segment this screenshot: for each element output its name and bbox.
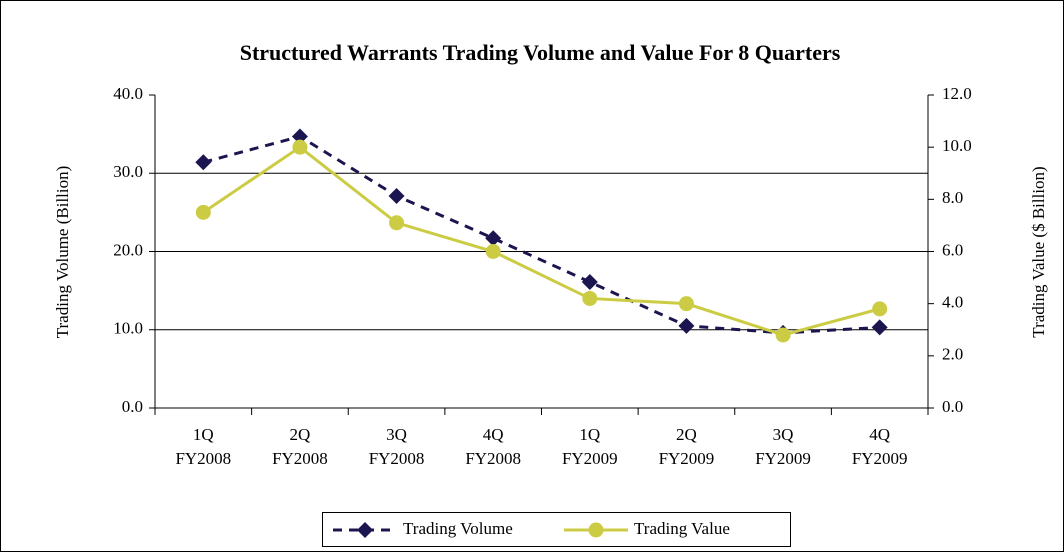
x-tick-label: 3Q — [386, 425, 407, 444]
x-tick-label: FY2008 — [369, 449, 425, 468]
marker — [388, 187, 405, 204]
y2-tick-label: 10.0 — [942, 136, 972, 155]
y-tick-label: 10.0 — [113, 319, 143, 338]
y2-tick-label: 8.0 — [942, 188, 963, 207]
y-axis-label: Trading Volume (Billion) — [53, 166, 72, 339]
x-tick-label: 3Q — [773, 425, 794, 444]
x-tick-label: 4Q — [869, 425, 890, 444]
legend-marker — [588, 522, 604, 538]
y-tick-label: 20.0 — [113, 240, 143, 259]
marker — [582, 290, 598, 306]
legend-marker — [357, 522, 373, 538]
y2-axis-label: Trading Value ($ Billion) — [1029, 166, 1048, 337]
y-tick-label: 40.0 — [113, 84, 143, 103]
line — [202, 145, 881, 337]
marker — [485, 244, 501, 259]
legend-label: Trading Volume — [403, 519, 513, 538]
marker — [485, 230, 502, 247]
marker — [389, 215, 405, 231]
x-tick-label: FY2009 — [852, 449, 908, 468]
x-tick-label: FY2009 — [562, 449, 618, 468]
x-tick-label: FY2008 — [175, 449, 231, 468]
y-tick-label: 30.0 — [113, 162, 143, 181]
legend-box — [322, 512, 791, 547]
legend-label: Trading Value — [634, 519, 730, 538]
marker — [291, 128, 308, 145]
x-tick-label: 4Q — [483, 425, 504, 444]
marker — [871, 319, 888, 336]
y2-tick-label: 4.0 — [942, 293, 963, 312]
marker — [872, 301, 888, 317]
x-tick-label: FY2008 — [465, 449, 521, 468]
y2-tick-label: 0.0 — [942, 397, 963, 416]
marker — [292, 139, 308, 155]
x-tick-label: FY2008 — [272, 449, 328, 468]
x-tick-label: 2Q — [676, 425, 697, 444]
marker — [678, 317, 695, 334]
y-tick-label: 0.0 — [122, 397, 143, 416]
marker — [775, 327, 791, 343]
x-tick-label: 1Q — [193, 425, 214, 444]
marker — [195, 154, 212, 171]
y2-tick-label: 2.0 — [942, 345, 963, 364]
marker — [678, 296, 694, 312]
chart-title: Structured Warrants Trading Volume and V… — [240, 40, 841, 65]
x-tick-label: FY2009 — [659, 449, 715, 468]
line — [202, 134, 880, 335]
x-tick-label: FY2009 — [755, 449, 811, 468]
x-tick-label: 2Q — [290, 425, 311, 444]
marker — [195, 204, 211, 220]
y2-tick-label: 6.0 — [942, 240, 963, 259]
y2-tick-label: 12.0 — [942, 84, 972, 103]
marker — [581, 274, 598, 291]
x-tick-label: 1Q — [579, 425, 600, 444]
